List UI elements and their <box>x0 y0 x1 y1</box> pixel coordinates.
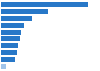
Bar <box>1 23 24 28</box>
Bar <box>1 43 18 48</box>
Bar <box>1 2 88 7</box>
Bar <box>1 64 6 69</box>
Bar <box>1 36 20 41</box>
Bar <box>1 50 16 55</box>
Bar <box>1 9 48 14</box>
Bar <box>1 16 32 21</box>
Bar <box>1 57 15 62</box>
Bar <box>1 30 21 35</box>
